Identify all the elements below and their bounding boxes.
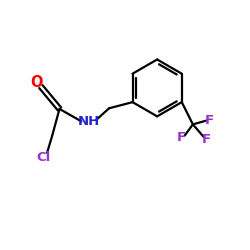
Text: O: O bbox=[30, 75, 43, 90]
Text: NH: NH bbox=[78, 115, 100, 128]
Text: F: F bbox=[204, 114, 214, 127]
Text: Cl: Cl bbox=[36, 151, 51, 164]
Text: F: F bbox=[177, 132, 186, 144]
Text: F: F bbox=[202, 133, 211, 146]
